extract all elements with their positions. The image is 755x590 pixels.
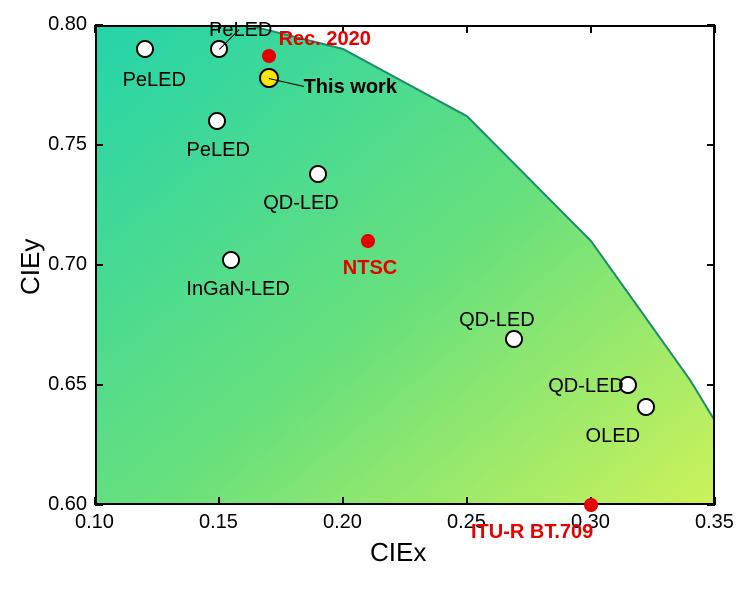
y-tick bbox=[707, 384, 715, 386]
x-tick bbox=[218, 25, 220, 33]
x-tick bbox=[94, 25, 96, 33]
x-tick bbox=[342, 497, 344, 505]
point-bt709 bbox=[584, 498, 598, 512]
y-axis-label: CIEy bbox=[15, 239, 46, 295]
x-tick-label: 0.35 bbox=[695, 511, 734, 534]
y-tick bbox=[95, 264, 103, 266]
y-tick bbox=[95, 384, 103, 386]
x-tick-label: 0.25 bbox=[447, 511, 486, 534]
x-tick bbox=[466, 497, 468, 505]
y-tick bbox=[707, 504, 715, 506]
y-tick-label: 0.60 bbox=[48, 493, 87, 516]
y-tick bbox=[707, 144, 715, 146]
point-ingan bbox=[222, 251, 240, 269]
y-tick-label: 0.65 bbox=[48, 373, 87, 396]
plot-border bbox=[95, 25, 715, 505]
x-tick-label: 0.30 bbox=[571, 511, 610, 534]
point-peled1 bbox=[136, 40, 154, 58]
y-tick-label: 0.80 bbox=[48, 13, 87, 36]
y-tick bbox=[95, 144, 103, 146]
x-tick-label: 0.15 bbox=[199, 511, 238, 534]
x-tick-label: 0.20 bbox=[323, 511, 362, 534]
point-rec2020 bbox=[262, 49, 276, 63]
point-qdled3 bbox=[619, 376, 637, 394]
y-tick bbox=[95, 24, 103, 26]
x-tick bbox=[218, 497, 220, 505]
x-tick bbox=[714, 25, 716, 33]
y-tick-label: 0.70 bbox=[48, 253, 87, 276]
cie-scatter-chart: 0.100.150.200.250.300.350.600.650.700.75… bbox=[0, 0, 755, 590]
point-qdled1 bbox=[309, 165, 327, 183]
point-ntsc bbox=[361, 234, 375, 248]
y-tick bbox=[707, 264, 715, 266]
x-tick bbox=[590, 25, 592, 33]
y-tick-label: 0.75 bbox=[48, 133, 87, 156]
y-tick bbox=[95, 504, 103, 506]
point-peled3 bbox=[208, 112, 226, 130]
x-axis-label: CIEx bbox=[370, 537, 426, 568]
point-oled bbox=[637, 398, 655, 416]
x-tick bbox=[466, 25, 468, 33]
x-tick bbox=[342, 25, 344, 33]
y-tick bbox=[707, 24, 715, 26]
point-qdled2 bbox=[505, 330, 523, 348]
